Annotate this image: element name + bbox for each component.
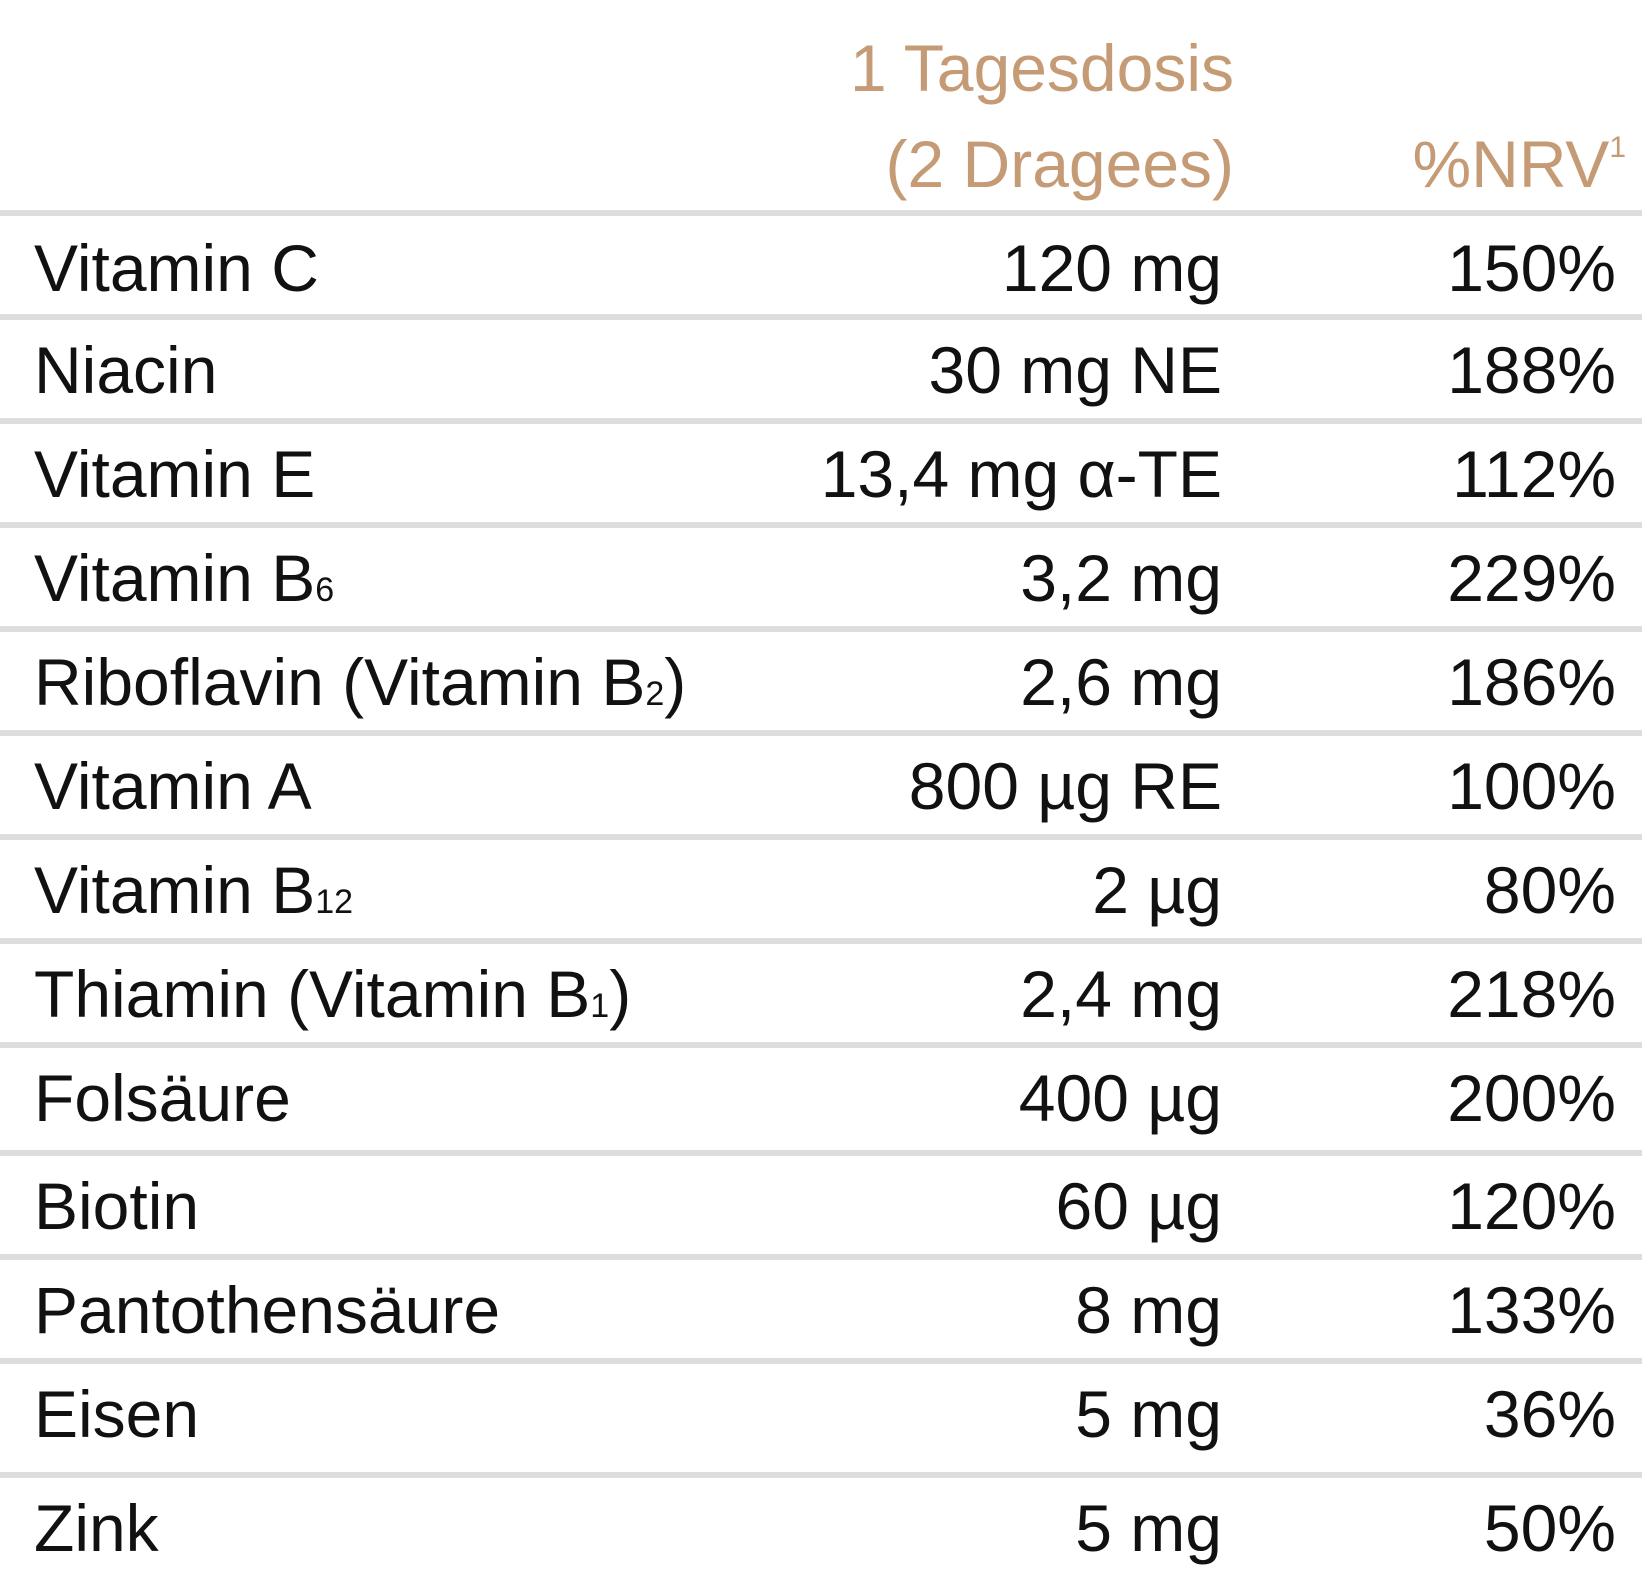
nutrient-subscript: 2: [645, 675, 665, 713]
nutrient-name-text: Vitamin C: [34, 231, 319, 305]
row-divider: [0, 626, 1642, 632]
nutrient-name: Riboflavin (Vitamin B2): [34, 630, 686, 734]
nrv-value: 133%: [1447, 1273, 1616, 1347]
row-divider: [0, 1472, 1642, 1478]
nutrient-name-text: Vitamin B: [34, 541, 316, 615]
row-divider: [0, 1150, 1642, 1156]
dose-value: 400 µg: [1018, 1061, 1222, 1135]
nrv-header: %NRV1: [1412, 116, 1626, 212]
nutrient-name-text: Vitamin E: [34, 437, 316, 511]
nrv-value: 36%: [1483, 1377, 1616, 1451]
nutrient-name-text: Niacin: [34, 333, 218, 407]
table-row: Vitamin C 120 mg 150%: [0, 216, 1642, 320]
dose-value: 120 mg: [1001, 231, 1222, 305]
nutrient-name-text: Vitamin B: [34, 853, 316, 927]
row-divider: [0, 418, 1642, 424]
table-row: Riboflavin (Vitamin B2) 2,6 mg 186%: [0, 630, 1642, 734]
table-row: Pantothensäure 8 mg 133%: [0, 1258, 1642, 1362]
dose-value: 5 mg: [1075, 1377, 1222, 1451]
dose-value: 60 µg: [1055, 1169, 1222, 1243]
daily-dose-header-line1: 1 Tagesdosis: [849, 31, 1234, 105]
nrv-value: 80%: [1483, 853, 1616, 927]
nutrient-name: Zink: [34, 1476, 159, 1580]
table-row: Zink 5 mg 50%: [0, 1476, 1642, 1580]
nrv-value: 112%: [1452, 437, 1616, 511]
table-row: Niacin 30 mg NE 188%: [0, 318, 1642, 422]
dose-value: 2,6 mg: [1020, 645, 1222, 719]
nrv-value: 150%: [1447, 231, 1616, 305]
nrv-value: 218%: [1447, 957, 1616, 1031]
nutrient-name-text: Vitamin A: [34, 749, 312, 823]
nutrient-name-text: Riboflavin (Vitamin B: [34, 645, 646, 719]
dose-value: 8 mg: [1075, 1273, 1222, 1347]
nrv-value: 186%: [1447, 645, 1616, 719]
header-divider: [0, 210, 1642, 216]
row-divider: [0, 314, 1642, 320]
nutrient-subscript: 12: [315, 883, 354, 921]
table-row: Eisen 5 mg 36%: [0, 1362, 1642, 1466]
nutrient-name: Folsäure: [34, 1046, 291, 1150]
dose-value: 800 µg RE: [908, 749, 1222, 823]
nrv-value: 50%: [1483, 1491, 1616, 1565]
nutrient-name-text: Folsäure: [34, 1061, 291, 1135]
nutrient-name: Vitamin B12: [34, 838, 353, 942]
row-divider: [0, 1358, 1642, 1364]
nutrient-subscript: 6: [315, 571, 335, 609]
nutrient-name: Vitamin E: [34, 422, 315, 526]
row-divider: [0, 522, 1642, 528]
dose-value: 3,2 mg: [1020, 541, 1222, 615]
nrv-value: 188%: [1447, 333, 1616, 407]
table-header: 1 Tagesdosis (2 Dragees) %NRV1: [0, 0, 1642, 216]
nutrient-name-text: Biotin: [34, 1169, 200, 1243]
dose-value: 2 µg: [1092, 853, 1222, 927]
table-row: Thiamin (Vitamin B1) 2,4 mg 218%: [0, 942, 1642, 1046]
row-divider: [0, 730, 1642, 736]
table-row: Folsäure 400 µg 200%: [0, 1046, 1642, 1150]
nutrient-name-suffix: ): [664, 645, 687, 719]
table-row: Vitamin B6 3,2 mg 229%: [0, 526, 1642, 630]
nutrient-name: Biotin: [34, 1154, 199, 1258]
nutrient-name-suffix: ): [609, 957, 632, 1031]
nutrient-name-text: Pantothensäure: [34, 1273, 501, 1347]
nutrient-name: Vitamin A: [34, 734, 312, 838]
table-row: Biotin 60 µg 120%: [0, 1154, 1642, 1258]
row-divider: [0, 834, 1642, 840]
daily-dose-header: 1 Tagesdosis (2 Dragees): [850, 20, 1234, 212]
table-row: Vitamin E 13,4 mg α-TE 112%: [0, 422, 1642, 526]
dose-value: 5 mg: [1075, 1491, 1222, 1565]
nutrient-name: Thiamin (Vitamin B1): [34, 942, 631, 1046]
row-divider: [0, 938, 1642, 944]
table-row: Vitamin B12 2 µg 80%: [0, 838, 1642, 942]
nutrient-name-text: Zink: [34, 1491, 159, 1565]
nrv-value: 100%: [1447, 749, 1616, 823]
nrv-footnote-marker: 1: [1609, 131, 1626, 164]
dose-value: 30 mg NE: [928, 333, 1222, 407]
nrv-value: 120%: [1447, 1169, 1616, 1243]
row-divider: [0, 1042, 1642, 1048]
nutrient-name: Vitamin B6: [34, 526, 334, 630]
nrv-value: 229%: [1447, 541, 1616, 615]
dose-value: 13,4 mg α-TE: [820, 437, 1222, 511]
nutrient-name-text: Eisen: [34, 1377, 200, 1451]
table-row: Vitamin A 800 µg RE 100%: [0, 734, 1642, 838]
row-divider: [0, 1254, 1642, 1260]
nrv-value: 200%: [1447, 1061, 1616, 1135]
dose-value: 2,4 mg: [1020, 957, 1222, 1031]
nutrient-name: Niacin: [34, 318, 217, 422]
daily-dose-header-line2: (2 Dragees): [885, 127, 1234, 201]
nutrient-subscript: 1: [590, 987, 610, 1025]
nutrient-name: Eisen: [34, 1362, 199, 1466]
nutrient-name: Vitamin C: [34, 216, 319, 320]
nrv-header-label: %NRV: [1412, 127, 1610, 201]
nutrient-name: Pantothensäure: [34, 1258, 500, 1362]
nutrient-name-text: Thiamin (Vitamin B: [34, 957, 591, 1031]
